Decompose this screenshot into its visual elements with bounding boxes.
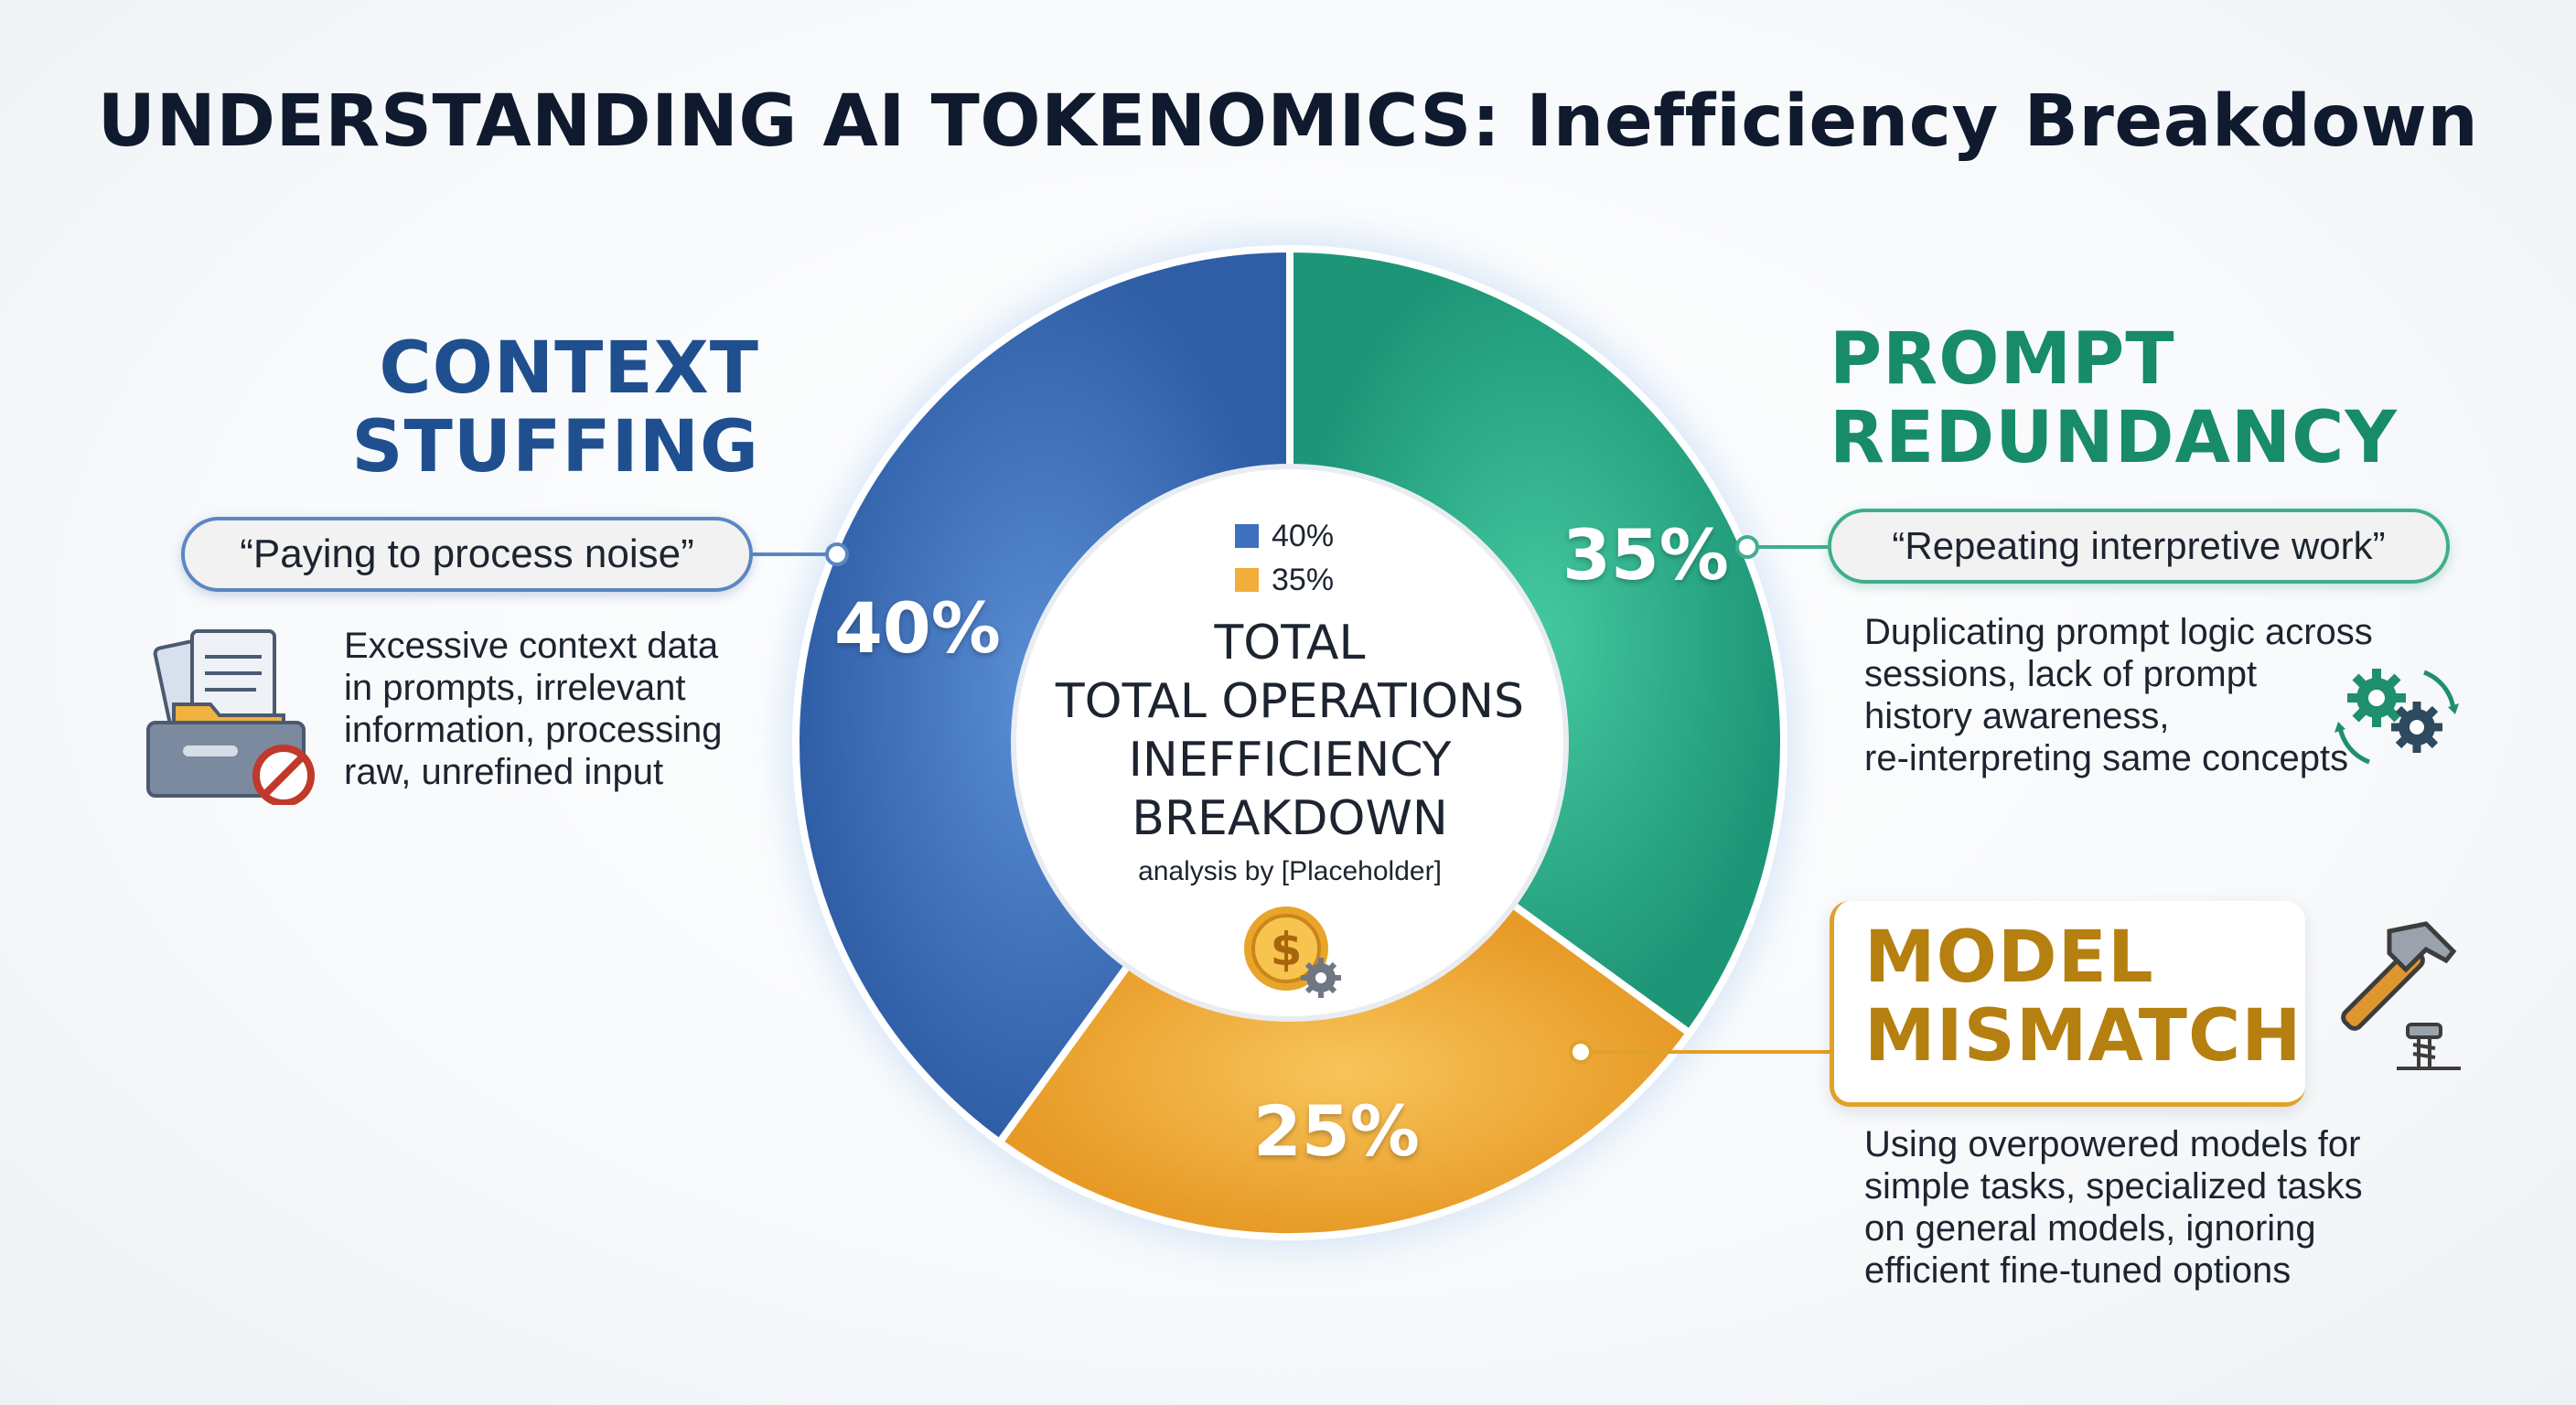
prompt-heading-line1: PROMPT <box>1830 318 2175 401</box>
legend-item: 35% <box>1235 558 1334 602</box>
prompt-desc-line: Duplicating prompt logic across <box>1864 612 2373 652</box>
center-title-line4: BREAKDOWN <box>1132 791 1448 846</box>
context-heading: CONTEXT STUFFING <box>274 329 759 487</box>
prompt-description: Duplicating prompt logic across sessions… <box>1864 611 2413 779</box>
prompt-quote: “Repeating interpretive work” <box>1828 509 2450 584</box>
model-heading-line2: MISMATCH <box>1864 995 2302 1078</box>
gears-cycle-icon <box>2334 669 2459 765</box>
prompt-heading: PROMPT REDUNDANCY <box>1830 320 2488 477</box>
model-heading-line1: MODEL <box>1864 917 2154 999</box>
slice-label-prompt: 35% <box>1562 514 1729 595</box>
prompt-heading-line2: REDUNDANCY <box>1830 397 2398 479</box>
context-connector-dot <box>825 542 849 566</box>
model-heading-box <box>1830 901 2305 1107</box>
prompt-desc-line: history awareness, <box>1864 696 2170 736</box>
model-desc-line: on general models, ignoring <box>1864 1208 2316 1249</box>
hammer-screw-icon <box>2341 921 2461 1070</box>
legend-swatch-blue <box>1235 524 1259 548</box>
context-desc-line: information, processing <box>344 710 723 750</box>
donut-hole <box>1011 464 1569 1022</box>
context-heading-line2: STUFFING <box>351 406 759 488</box>
context-desc-line: Excessive context data <box>344 626 719 666</box>
slice-label-context: 40% <box>834 587 1001 669</box>
context-description: Excessive context data in prompts, irrel… <box>344 625 774 793</box>
slice-label-model: 25% <box>1253 1090 1420 1172</box>
model-heading: MODEL MISMATCH <box>1864 918 2413 1076</box>
svg-text:$: $ <box>1271 923 1303 976</box>
prompt-desc-line: sessions, lack of prompt <box>1864 654 2258 694</box>
legend-item: 40% <box>1235 514 1334 558</box>
center-title-line1: TOTAL <box>1214 616 1366 670</box>
chart-legend: 40% 35% <box>1235 514 1334 602</box>
legend-label: 40% <box>1272 518 1335 553</box>
model-connector-dot <box>1569 1040 1593 1064</box>
center-title-line2: TOTAL OPERATIONS <box>1055 674 1525 729</box>
prompt-connector-dot <box>1735 535 1759 559</box>
folder-documents-blocked-icon <box>146 629 315 805</box>
model-desc-line: simple tasks, specialized tasks <box>1864 1166 2363 1207</box>
analysis-credit: analysis by [Placeholder] <box>1138 856 1442 886</box>
page-title: UNDERSTANDING AI TOKENOMICS: Inefficienc… <box>97 80 2479 163</box>
context-desc-line: in prompts, irrelevant <box>344 668 686 708</box>
center-title-line3: INEFFICIENCY <box>1128 733 1452 788</box>
model-desc-line: efficient fine-tuned options <box>1864 1250 2292 1291</box>
prompt-desc-line: re-interpreting same concepts <box>1864 738 2349 778</box>
model-description: Using overpowered models for simple task… <box>1864 1123 2413 1292</box>
context-quote: “Paying to process noise” <box>181 517 753 592</box>
context-desc-line: raw, unrefined input <box>344 752 664 792</box>
coin-gear-icon: $ <box>1244 906 1341 998</box>
context-heading-line1: CONTEXT <box>379 327 759 410</box>
model-desc-line: Using overpowered models for <box>1864 1124 2361 1164</box>
legend-swatch-orange <box>1235 568 1259 592</box>
legend-label: 35% <box>1272 562 1335 597</box>
